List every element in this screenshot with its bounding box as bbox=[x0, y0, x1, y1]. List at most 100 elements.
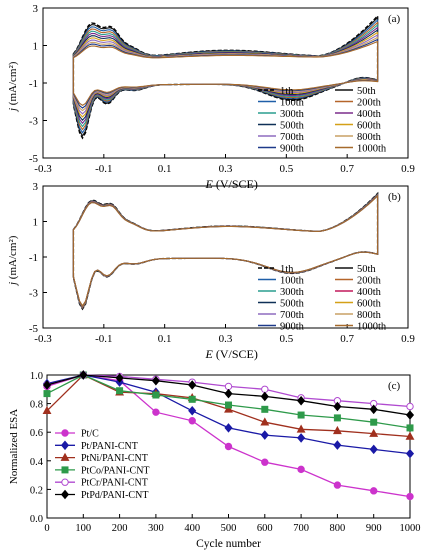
data-point bbox=[406, 402, 414, 411]
data-point bbox=[406, 424, 414, 432]
x-tick-label: -0.3 bbox=[34, 333, 52, 345]
legend-label: PtCo/PANI-CNT bbox=[81, 465, 150, 476]
y-tick-label: 0.6 bbox=[30, 428, 43, 439]
data-point bbox=[296, 424, 306, 433]
legend-label: 300th bbox=[280, 287, 305, 298]
legend-label: 800th bbox=[357, 310, 382, 321]
data-point bbox=[224, 388, 233, 399]
x-tick-label: 0.5 bbox=[279, 333, 293, 345]
data-point bbox=[405, 410, 415, 420]
data-point bbox=[297, 411, 305, 419]
cv-curve-800th bbox=[72, 36, 379, 112]
data-point bbox=[297, 433, 306, 443]
x-tick-label: 0.1 bbox=[158, 163, 172, 175]
legend-marker bbox=[61, 466, 69, 474]
data-point bbox=[261, 405, 269, 413]
y-tick-label: 1.0 bbox=[30, 371, 43, 382]
cv-curve-300th bbox=[72, 23, 379, 128]
data-point bbox=[333, 401, 342, 412]
data-point bbox=[42, 380, 52, 390]
data-point bbox=[224, 423, 233, 433]
y-axis-label: Normalized ESA bbox=[8, 409, 20, 485]
x-axis-unit: (V/SCE) bbox=[213, 177, 258, 191]
x-tick-label: 600 bbox=[257, 523, 273, 534]
cv-curve-1000th bbox=[72, 194, 379, 307]
x-tick-label: 0.9 bbox=[401, 333, 415, 345]
legend-label: 100th bbox=[280, 98, 305, 109]
data-point bbox=[405, 448, 415, 459]
legend-label: 500th bbox=[280, 299, 305, 310]
legend-label: 700th bbox=[280, 132, 305, 143]
data-point bbox=[370, 418, 378, 426]
x-tick-label: 0 bbox=[44, 523, 49, 534]
x-axis-unit: (V/SCE) bbox=[213, 347, 258, 361]
x-tick-label: 100 bbox=[75, 523, 91, 534]
data-point bbox=[151, 375, 160, 386]
cv-curve-1th bbox=[72, 191, 379, 311]
data-point bbox=[43, 390, 51, 398]
x-tick-label: 300 bbox=[148, 523, 164, 534]
x-axis-label: E (V/SCE) bbox=[205, 177, 258, 191]
x-tick-label: 400 bbox=[184, 523, 200, 534]
data-point bbox=[225, 401, 232, 409]
legend-label: 300th bbox=[280, 109, 305, 120]
y-tick-label: -1 bbox=[29, 78, 38, 90]
legend-label: 100th bbox=[280, 276, 305, 287]
x-tick-label: 0.9 bbox=[401, 163, 415, 175]
y-tick-label: -3 bbox=[29, 116, 39, 128]
data-point bbox=[369, 428, 379, 437]
x-axis-variable: E bbox=[205, 177, 214, 191]
data-point bbox=[188, 405, 197, 416]
cv-curve-500th bbox=[72, 28, 379, 121]
data-point bbox=[116, 387, 124, 395]
x-tick-label: 0.5 bbox=[279, 163, 293, 175]
data-point bbox=[260, 417, 270, 426]
x-axis-variable: E bbox=[205, 347, 214, 361]
cv-curve-700th bbox=[72, 34, 379, 115]
data-point bbox=[297, 395, 306, 406]
y-axis-unit: (mA/cm²) bbox=[7, 61, 19, 108]
panel-label: (a) bbox=[388, 13, 401, 25]
legend-label: 400th bbox=[357, 287, 382, 298]
legend-label: 50th bbox=[357, 264, 376, 275]
panel-label: (c) bbox=[388, 380, 401, 392]
data-point bbox=[332, 425, 342, 435]
data-point bbox=[261, 458, 269, 466]
data-point bbox=[297, 465, 305, 474]
x-tick-label: 0.7 bbox=[340, 163, 354, 175]
y-tick-label: -5 bbox=[29, 153, 39, 165]
data-point bbox=[333, 440, 342, 450]
legend-label: 200th bbox=[357, 98, 382, 109]
y-tick-label: 1 bbox=[33, 41, 39, 53]
legend-label: Pt/PANI-CNT bbox=[81, 441, 138, 452]
plot-frame bbox=[42, 185, 409, 329]
y-tick-label: 1 bbox=[33, 217, 39, 229]
data-point bbox=[333, 481, 342, 489]
y-axis-unit: (mA/cm²) bbox=[7, 235, 19, 282]
data-point bbox=[224, 442, 233, 451]
x-tick-label: 0.7 bbox=[340, 333, 354, 345]
data-point bbox=[333, 414, 341, 422]
legend-label: 900th bbox=[280, 144, 305, 155]
x-tick-label: 900 bbox=[366, 523, 382, 534]
data-point bbox=[370, 487, 378, 495]
x-tick-label: 1000 bbox=[400, 523, 421, 534]
cv-curve-200th bbox=[72, 21, 379, 131]
legend-label: 900th bbox=[280, 322, 305, 333]
data-point bbox=[369, 404, 378, 415]
x-tick-label: 500 bbox=[221, 523, 237, 534]
legend-label: 200th bbox=[357, 276, 382, 287]
x-tick-label: -0.3 bbox=[34, 163, 52, 175]
x-tick-label: 0.1 bbox=[158, 333, 172, 345]
cv-curve-400th bbox=[72, 26, 379, 125]
data-point bbox=[188, 380, 197, 390]
panel-label: (b) bbox=[388, 191, 401, 203]
legend-marker bbox=[61, 478, 69, 486]
y-axis-label: j (mA/cm²) bbox=[7, 61, 19, 113]
cv-curve-1000th bbox=[72, 40, 379, 106]
legend-label: 800th bbox=[357, 132, 382, 143]
x-tick-label: -0.1 bbox=[95, 163, 112, 175]
cv-curve-600th bbox=[72, 31, 379, 118]
legend-label: 1th bbox=[280, 264, 294, 275]
legend-marker bbox=[60, 489, 70, 500]
